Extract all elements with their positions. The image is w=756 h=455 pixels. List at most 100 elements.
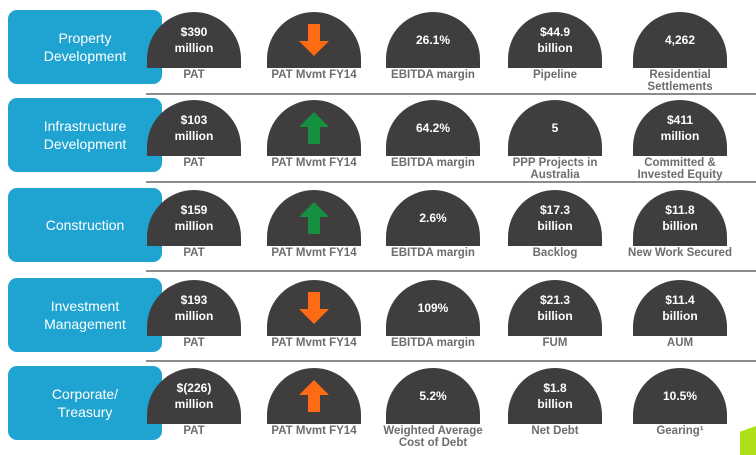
metric-dome: $159 million — [147, 190, 241, 246]
metric-label: PAT — [183, 69, 205, 81]
metric-label: Net Debt — [531, 425, 579, 437]
metric-label: EBITDA margin — [391, 157, 475, 169]
segment-label: Infrastructure Development — [8, 98, 162, 172]
metric-label: Pipeline — [532, 69, 578, 81]
arrow-up-icon — [299, 112, 329, 144]
metric-value: $193 million — [174, 293, 214, 323]
metric-card: PAT Mvmt FY14 — [252, 98, 376, 178]
metric-dome: $11.4 billion — [633, 280, 727, 336]
metric-value: $159 million — [174, 203, 214, 233]
metric-label: EBITDA margin — [391, 337, 475, 349]
metric-label: AUM — [666, 337, 694, 349]
metric-value: 5 — [551, 121, 559, 135]
arrow-down-icon — [299, 292, 329, 324]
metric-label: PAT — [183, 247, 205, 259]
metric-dome: 109% — [386, 280, 480, 336]
metric-value: $411 million — [660, 113, 700, 143]
metric-dome: 26.1% — [386, 12, 480, 68]
metric-card: 10.5% Gearing¹ — [618, 366, 742, 446]
metric-dome: $21.3 billion — [508, 280, 602, 336]
metric-card: PAT Mvmt FY14 — [252, 366, 376, 446]
metric-dome — [267, 368, 361, 424]
arrow-up-icon — [299, 380, 329, 412]
metric-card: 5.2% Weighted Average Cost of Debt — [371, 366, 495, 449]
metric-label: PAT — [183, 337, 205, 349]
metric-card: 4,262 Residential Settlements — [618, 10, 742, 93]
metric-label: Backlog — [532, 247, 578, 259]
metric-label: Residential Settlements — [647, 69, 713, 93]
metric-value: $11.4 billion — [662, 293, 698, 323]
metric-label: PAT Mvmt FY14 — [271, 425, 357, 437]
metric-card: 109% EBITDA margin — [371, 278, 495, 358]
row-divider — [146, 93, 756, 95]
metric-dome: 10.5% — [633, 368, 727, 424]
metric-card: PAT Mvmt FY14 — [252, 278, 376, 358]
metric-dome: $390 million — [147, 12, 241, 68]
row-divider — [146, 360, 756, 362]
metric-dome: $17.3 billion — [508, 190, 602, 246]
metric-value: $103 million — [174, 113, 214, 143]
metric-card: $411 million Committed & Invested Equity — [618, 98, 742, 181]
metric-label: Weighted Average Cost of Debt — [383, 425, 483, 449]
metric-dome: $1.8 billion — [508, 368, 602, 424]
metric-dome: $411 million — [633, 100, 727, 156]
metric-value: 4,262 — [664, 33, 696, 47]
metric-card: 64.2% EBITDA margin — [371, 98, 495, 178]
metric-value: 5.2% — [419, 389, 447, 403]
metric-card: $159 million PAT — [132, 188, 256, 268]
segment-label: Investment Management — [8, 278, 162, 352]
metric-label: PAT Mvmt FY14 — [271, 337, 357, 349]
metric-card: $11.4 billion AUM — [618, 278, 742, 358]
metric-card: PAT Mvmt FY14 — [252, 10, 376, 90]
metric-label: PAT Mvmt FY14 — [271, 247, 357, 259]
metric-value: 26.1% — [415, 33, 451, 47]
metric-value: $17.3 billion — [537, 203, 573, 233]
metric-card: PAT Mvmt FY14 — [252, 188, 376, 268]
metric-card: $103 million PAT — [132, 98, 256, 178]
metric-value: 64.2% — [415, 121, 451, 135]
metric-card: $193 million PAT — [132, 278, 256, 358]
metric-card: $11.8 billion New Work Secured — [618, 188, 742, 268]
metric-card: $1.8 billion Net Debt — [493, 366, 617, 446]
metric-card: $17.3 billion Backlog — [493, 188, 617, 268]
metric-dome: 5 — [508, 100, 602, 156]
metric-dome — [267, 190, 361, 246]
metric-dome — [267, 12, 361, 68]
metric-card: 26.1% EBITDA margin — [371, 10, 495, 90]
metric-value: 2.6% — [419, 211, 447, 225]
metric-label: PAT Mvmt FY14 — [271, 157, 357, 169]
arrow-up-icon — [299, 202, 329, 234]
metric-value: 109% — [417, 301, 449, 315]
metric-card: $21.3 billion FUM — [493, 278, 617, 358]
metric-dome: 5.2% — [386, 368, 480, 424]
metric-dome: $193 million — [147, 280, 241, 336]
metric-label: PAT — [183, 157, 205, 169]
metric-dome — [267, 280, 361, 336]
arrow-down-icon — [299, 24, 329, 56]
metric-value: 10.5% — [662, 389, 698, 403]
metric-card: $44.9 billion Pipeline — [493, 10, 617, 90]
segment-label: Corporate/ Treasury — [8, 366, 162, 440]
metric-dome: 4,262 — [633, 12, 727, 68]
metric-value: $(226) million — [174, 381, 214, 411]
segment-label: Property Development — [8, 10, 162, 84]
metric-label: FUM — [542, 337, 568, 349]
metric-dome — [267, 100, 361, 156]
row-divider — [146, 270, 756, 272]
metric-dome: 64.2% — [386, 100, 480, 156]
metric-value: $21.3 billion — [537, 293, 573, 323]
metric-label: PPP Projects in Australia — [512, 157, 598, 181]
metric-value: $390 million — [174, 25, 214, 55]
metric-value: $1.8 billion — [537, 381, 573, 411]
corner-accent-shape — [740, 426, 756, 455]
metric-label: Committed & Invested Equity — [637, 157, 723, 181]
metric-dome: $11.8 billion — [633, 190, 727, 246]
segment-label: Construction — [8, 188, 162, 262]
metric-label: PAT — [183, 425, 205, 437]
row-divider — [146, 181, 756, 183]
metric-dome: $44.9 billion — [508, 12, 602, 68]
metric-label: EBITDA margin — [391, 69, 475, 81]
metric-label: New Work Secured — [628, 247, 732, 259]
metric-card: 5 PPP Projects in Australia — [493, 98, 617, 181]
metric-label: Gearing¹ — [656, 425, 704, 437]
